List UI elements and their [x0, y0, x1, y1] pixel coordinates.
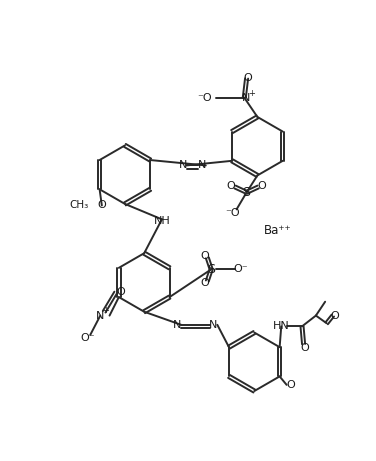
Text: O: O	[97, 201, 106, 211]
Text: S: S	[243, 186, 250, 199]
Text: N: N	[173, 320, 182, 330]
Text: O: O	[300, 343, 309, 353]
Text: O⁻: O⁻	[233, 264, 248, 274]
Text: O: O	[258, 181, 266, 191]
Text: O: O	[244, 73, 253, 83]
Text: O: O	[201, 278, 209, 288]
Text: N: N	[96, 311, 105, 320]
Text: O: O	[116, 288, 125, 297]
Text: +: +	[248, 89, 255, 98]
Text: O: O	[201, 250, 209, 260]
Text: CH₃: CH₃	[70, 201, 89, 211]
Text: N: N	[198, 160, 206, 171]
Text: N: N	[242, 93, 250, 103]
Text: Ba⁺⁺: Ba⁺⁺	[264, 225, 291, 237]
Text: O: O	[227, 181, 236, 191]
Text: S: S	[207, 263, 215, 276]
Text: NH: NH	[153, 216, 170, 226]
Text: ⁻O: ⁻O	[226, 208, 240, 218]
Text: ⁻O: ⁻O	[197, 93, 212, 103]
Text: +: +	[102, 307, 109, 315]
Text: O: O	[286, 380, 295, 390]
Text: O: O	[330, 311, 339, 320]
Text: O⁻: O⁻	[81, 333, 95, 343]
Text: N: N	[179, 160, 187, 171]
Text: HN: HN	[273, 321, 290, 331]
Text: N: N	[209, 320, 218, 330]
